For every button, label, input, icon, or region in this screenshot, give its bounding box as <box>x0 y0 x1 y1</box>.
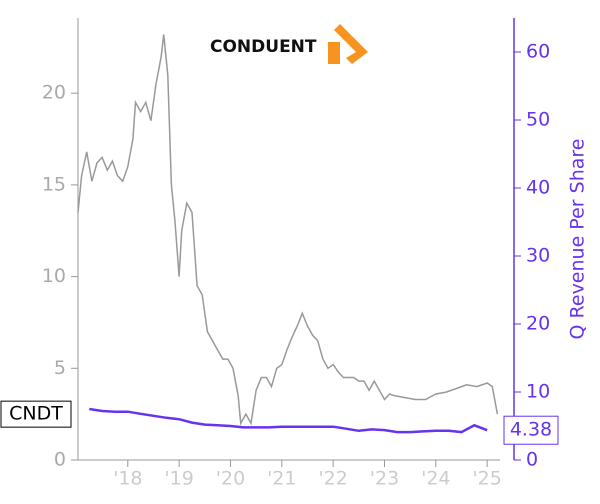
y-tick-label: 0 <box>54 449 66 471</box>
logo-icon <box>346 36 368 64</box>
x-tick-label: '18 <box>113 468 142 490</box>
y2-tick-label: 0 <box>526 449 538 471</box>
y2-tick-label: 20 <box>526 313 550 335</box>
y2-tick-label: 40 <box>526 177 550 199</box>
y2-axis-label: Q Revenue Per Share <box>567 139 589 340</box>
logo-icon <box>328 42 340 64</box>
series-line <box>77 34 499 426</box>
y-tick-label: 10 <box>42 265 66 287</box>
y2-tick-label: 60 <box>526 41 550 63</box>
logo: CONDUENT <box>210 24 368 64</box>
x-tick-label: '24 <box>421 468 450 490</box>
x-tick-label: '23 <box>370 468 399 490</box>
x-tick-label: '25 <box>472 468 501 490</box>
y2-tick-label: 50 <box>526 109 550 131</box>
y-tick-label: 15 <box>42 173 66 195</box>
x-tick-label: '21 <box>267 468 296 490</box>
y2-tick-label: 30 <box>526 245 550 267</box>
y-tick-label: 20 <box>42 82 66 104</box>
x-tick-label: '19 <box>164 468 193 490</box>
series-label: CNDT <box>9 403 63 425</box>
series-label-box <box>0 400 72 428</box>
value-label: 4.38 <box>510 419 552 441</box>
series-line <box>89 407 488 434</box>
y2-tick-label: 10 <box>526 381 550 403</box>
value-label-box <box>503 415 559 445</box>
x-tick-label: '22 <box>318 468 347 490</box>
y-tick-label: 5 <box>54 357 66 379</box>
x-tick-label: '20 <box>216 468 245 490</box>
logo-text: CONDUENT <box>210 37 317 57</box>
logo-icon <box>334 24 352 42</box>
